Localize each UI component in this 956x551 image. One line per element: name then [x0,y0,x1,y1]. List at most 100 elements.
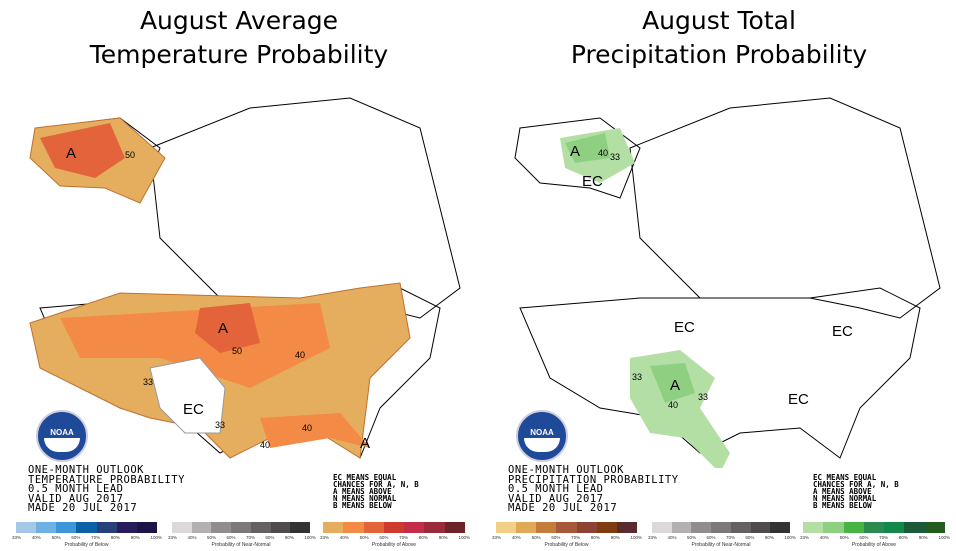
tick-label: 40% [667,535,677,540]
tick-label: 90% [130,535,140,540]
legend-near-bar [652,522,791,533]
tick-label: 70% [91,535,101,540]
svg-text:40: 40 [260,440,270,450]
legend-swatch [363,522,384,533]
tick-label: 60% [71,535,81,540]
tick-label: 80% [745,535,755,540]
ticks: 33% 40% 50% 60% 70% 80% 90% 100% [320,535,470,541]
tick-label: 70% [245,535,255,540]
outlook-info: ONE-MONTH OUTLOOK TEMPERATURE PROBABILITY… [28,464,185,514]
tick-label: 70% [571,535,581,540]
alaska-outline [514,117,641,199]
tick-label: 90% [438,535,448,540]
caption-near: Probability of Near-Normal [691,542,751,548]
svg-text:A: A [670,377,680,394]
legend-swatch [496,522,517,533]
tick-label: 70% [879,535,889,540]
svg-text:A: A [66,145,76,162]
temperature-panel: August Average Temperature Probability A … [12,6,470,548]
svg-text:EC: EC [832,323,853,340]
tick-label: 100% [304,535,316,540]
tick-label: 50% [686,535,696,540]
svg-text:40: 40 [668,400,678,410]
legend-swatch [136,522,157,533]
tick-label: 90% [610,535,620,540]
legend-swatch [172,522,192,533]
legend-swatch [231,522,251,533]
ticks: 33% 40% 50% 60% 70% 80% 90% 100% [648,535,796,541]
above-40-plains [60,303,330,388]
tick-label: 80% [418,535,428,540]
legend-swatch [691,522,712,533]
tick-label: 50% [839,535,849,540]
legend-swatch [343,522,364,533]
svg-text:40: 40 [295,350,305,360]
usa-outline [519,287,921,459]
panel-title: August Average Temperature Probability [89,6,389,69]
svg-text:A: A [360,435,370,452]
above-40-sw [650,363,695,403]
above-40-gulf [260,413,370,448]
legend-swatch [76,522,97,533]
tick-label: 60% [706,535,716,540]
tick-label: 40% [31,535,41,540]
svg-text:EC: EC [788,391,809,408]
svg-text:33: 33 [698,392,708,402]
canada-outline [149,97,461,319]
svg-text:50: 50 [232,346,242,356]
tick-label: 33% [320,535,330,540]
svg-text:50: 50 [125,150,135,160]
legend-swatch [596,522,617,533]
tick-label: 40% [187,535,197,540]
tick-label: 33% [12,535,22,540]
legend-swatch [516,522,537,533]
legend-swatch [191,522,212,533]
map-labels: A 40 33 EC EC EC 33 A 40 33 EC [570,143,853,410]
precipitation-map: A 40 33 EC EC EC 33 A 40 33 EC [514,97,941,468]
tick-label: 90% [764,535,774,540]
tick-label: 100% [150,535,162,540]
tick-label: 90% [284,535,294,540]
caption-below: Probability of Below [544,542,589,548]
legend-swatch [770,522,791,533]
noaa-logo: NOAA [516,410,568,462]
svg-text:33: 33 [215,420,225,430]
caption-below: Probability of Below [64,542,109,548]
tick-label: 80% [590,535,600,540]
tick-label: 70% [399,535,409,540]
tick-label: 33% [168,535,178,540]
above-50-alaska [40,123,125,178]
precipitation-panel: August Total Precipitation Probability A … [480,0,956,551]
legend-swatch [671,522,692,533]
tick-label: 100% [458,535,470,540]
tick-label: 50% [359,535,369,540]
svg-text:40: 40 [302,423,312,433]
tick-label: 60% [859,535,869,540]
tick-label: 50% [206,535,216,540]
ticks: 33% 40% 50% 60% 70% 80% 90% 100% [12,535,162,541]
tick-label: 50% [51,535,61,540]
tick-label: 100% [938,535,950,540]
legend-swatch [96,522,117,533]
above-40-alaska [565,133,610,163]
above-normal-sw [630,350,730,468]
tick-label: 40% [339,535,349,540]
legend-swatch [211,522,232,533]
above-50-plains [195,303,260,353]
legend-swatch [823,522,844,533]
tick-label: 60% [551,535,561,540]
svg-text:EC: EC [674,319,695,336]
legend-swatch [750,522,771,533]
outlook-info: ONE-MONTH OUTLOOK PRECIPITATION PROBABILI… [508,464,679,514]
svg-text:EC: EC [183,401,204,418]
canada-outline [629,97,941,319]
temperature-map: A 50 A 50 40 33 EC 33 40 40 A [29,97,461,459]
svg-text:33: 33 [143,377,153,387]
svg-text:33: 33 [632,372,642,382]
ticks: 33% 40% 50% 60% 70% 80% 90% 100% [492,535,642,541]
tick-label: 80% [898,535,908,540]
caption-near: Probability of Near-Normal [211,542,271,548]
legend-near-bar [172,522,311,533]
tick-label: 60% [379,535,389,540]
